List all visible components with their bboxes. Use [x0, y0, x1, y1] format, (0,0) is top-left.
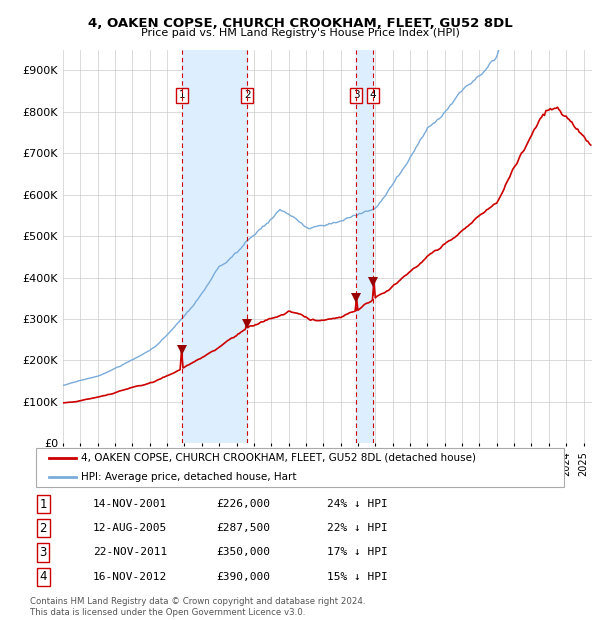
Text: £287,500: £287,500	[216, 523, 270, 533]
Text: 15% ↓ HPI: 15% ↓ HPI	[327, 572, 388, 582]
Text: 4: 4	[370, 90, 377, 100]
Text: 4: 4	[40, 570, 47, 583]
Text: £226,000: £226,000	[216, 499, 270, 509]
Bar	[182, 50, 247, 443]
Text: 22-NOV-2011: 22-NOV-2011	[93, 547, 167, 557]
FancyBboxPatch shape	[36, 448, 564, 487]
Text: Contains HM Land Registry data © Crown copyright and database right 2024.
This d: Contains HM Land Registry data © Crown c…	[30, 598, 365, 617]
Text: £390,000: £390,000	[216, 572, 270, 582]
Text: 3: 3	[40, 546, 47, 559]
Text: 2: 2	[244, 90, 251, 100]
Text: £350,000: £350,000	[216, 547, 270, 557]
Text: 2: 2	[40, 522, 47, 534]
Text: 1: 1	[179, 90, 185, 100]
Text: 17% ↓ HPI: 17% ↓ HPI	[327, 547, 388, 557]
Text: 3: 3	[353, 90, 359, 100]
Text: 1: 1	[40, 498, 47, 510]
Text: 14-NOV-2001: 14-NOV-2001	[93, 499, 167, 509]
Text: 22% ↓ HPI: 22% ↓ HPI	[327, 523, 388, 533]
Text: 16-NOV-2012: 16-NOV-2012	[93, 572, 167, 582]
Text: Price paid vs. HM Land Registry's House Price Index (HPI): Price paid vs. HM Land Registry's House …	[140, 28, 460, 38]
Text: 4, OAKEN COPSE, CHURCH CROOKHAM, FLEET, GU52 8DL: 4, OAKEN COPSE, CHURCH CROOKHAM, FLEET, …	[88, 17, 512, 30]
Text: HPI: Average price, detached house, Hart: HPI: Average price, detached house, Hart	[81, 472, 296, 482]
Text: 24% ↓ HPI: 24% ↓ HPI	[327, 499, 388, 509]
Bar	[356, 50, 373, 443]
Text: 4, OAKEN COPSE, CHURCH CROOKHAM, FLEET, GU52 8DL (detached house): 4, OAKEN COPSE, CHURCH CROOKHAM, FLEET, …	[81, 453, 476, 463]
Text: 12-AUG-2005: 12-AUG-2005	[93, 523, 167, 533]
